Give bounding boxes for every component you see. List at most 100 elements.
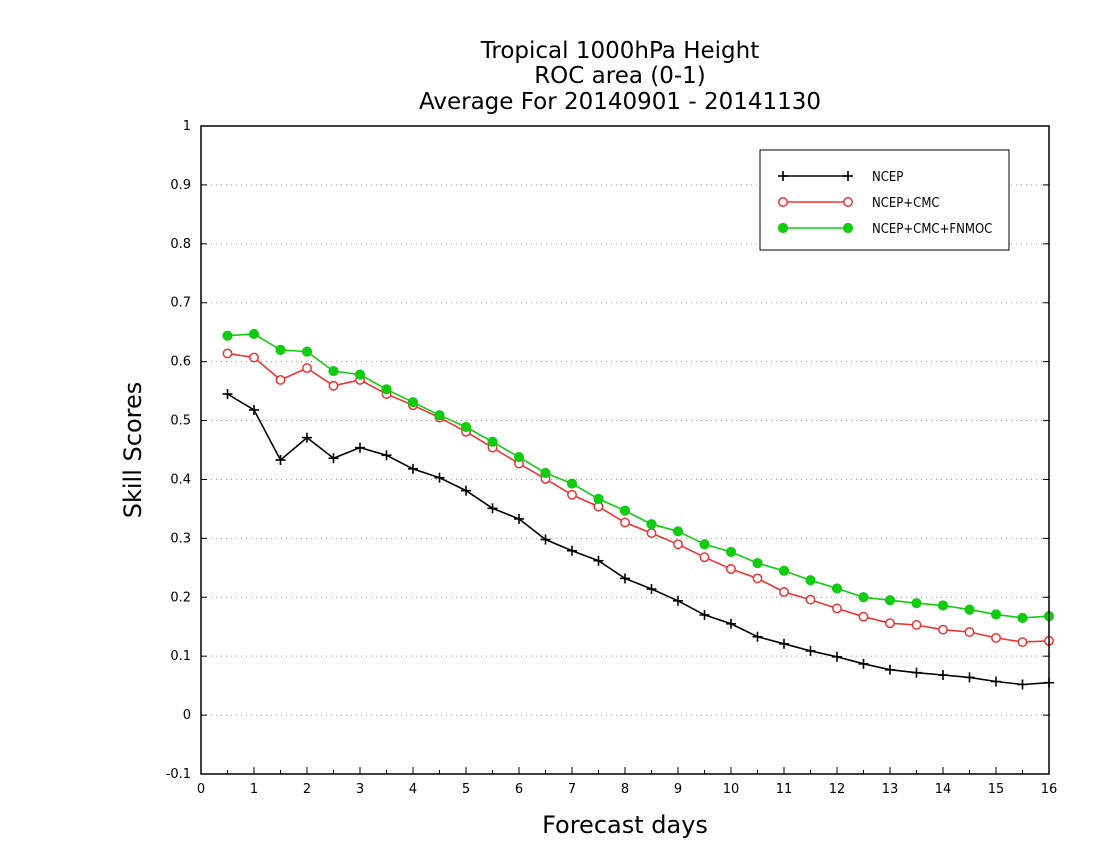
data-point-ncep [593,555,604,566]
data-point-ncep [487,503,498,514]
data-point-ncep-cmc [991,632,1001,643]
data-point-ncep-cmc-fnmoc [222,330,233,341]
y-tick-label: 0.8 [170,237,191,252]
x-tick-label: 5 [462,782,470,797]
y-tick-label: 1 [183,119,191,134]
data-point-ncep-cmc [302,363,312,374]
y-tick-label: 0 [183,708,191,723]
legend-label: NCEP [872,170,903,185]
data-point-ncep-cmc [938,624,948,635]
data-point-ncep-cmc [646,528,657,539]
data-point-ncep-cmc-fnmoc [699,539,710,550]
data-point-ncep-cmc-fnmoc [911,598,922,609]
legend-entry-ncep-cmc-fnmoc: NCEP+CMC+FNMOC [777,222,992,237]
data-point-ncep-cmc-fnmoc [487,436,498,447]
data-series [222,328,1055,690]
data-point-ncep [911,667,922,678]
x-axis-label: Forecast days [542,811,708,839]
y-tick-label: 0.6 [170,355,191,370]
x-tick-label: 8 [621,782,629,797]
data-point-ncep [752,631,763,642]
data-point-ncep [964,672,975,683]
x-tick-label: 14 [935,782,952,797]
data-point-ncep [832,651,842,662]
data-point-ncep [726,618,736,629]
data-point-ncep [805,645,816,656]
data-point-ncep-cmc-fnmoc [725,546,737,558]
data-point-ncep-cmc [1017,637,1028,647]
x-tick-label: 15 [988,782,1005,797]
legend-label: NCEP+CMC [872,196,940,211]
x-tick-label: 1 [250,782,258,797]
data-point-ncep-cmc [752,573,763,584]
legend: NCEP NCEP+CMC NCEP+CMC+FNMOC [759,149,1010,251]
x-tick-label: 0 [197,782,205,797]
data-point-ncep-cmc [858,611,869,622]
chart-title-line-2: ROC area (0-1) [534,63,706,89]
data-point-ncep-cmc-fnmoc [805,575,816,586]
data-point-ncep-cmc-fnmoc [275,344,286,355]
data-point-ncep [355,442,365,453]
data-point-ncep-cmc-fnmoc [513,451,525,463]
y-tick-label: 0.4 [170,472,191,487]
plot-frame [200,125,1050,775]
y-tick-label: 0.2 [170,590,191,605]
data-point-ncep [779,638,789,649]
data-point-ncep-cmc-fnmoc [434,410,445,421]
legend-entry-ncep: NCEP [778,170,903,185]
legend-marker [777,222,789,234]
x-tick-label: 2 [303,782,311,797]
legend-label: NCEP+CMC+FNMOC [872,222,992,237]
data-point-ncep-cmc [275,374,286,385]
data-point-ncep-cmc-fnmoc [354,369,366,380]
x-tick-label: 16 [1041,782,1058,797]
legend-entry-ncep-cmc: NCEP+CMC [778,196,940,211]
series-ncep-cmc [222,348,1054,647]
data-point-ncep [408,463,418,474]
y-tick-label: 0.9 [170,178,191,193]
data-point-ncep [938,670,948,681]
x-tick-label: 11 [776,782,793,797]
data-point-ncep [699,609,710,620]
data-point-ncep-cmc-fnmoc [672,526,684,537]
data-point-ncep-cmc [911,620,922,630]
data-point-ncep-cmc-fnmoc [937,600,949,611]
data-point-ncep [381,450,392,461]
y-tick-label: -0.1 [166,767,191,782]
data-point-ncep-cmc-fnmoc [407,397,419,408]
data-point-ncep [249,404,259,415]
data-point-ncep-cmc-fnmoc [778,565,790,576]
x-tick-label: 3 [356,782,364,797]
data-point-ncep-cmc [779,587,789,597]
series-ncep-cmc-fnmoc [222,328,1055,623]
data-point-ncep [222,389,233,400]
data-point-ncep-cmc-fnmoc [381,384,392,395]
chart-title-line-3: Average For 20140901 - 20141130 [419,89,821,115]
x-tick-label: 10 [723,782,740,797]
x-tick-label: 9 [674,782,682,797]
data-point-ncep [540,534,551,545]
data-point-ncep [991,676,1001,687]
data-point-ncep [646,584,657,595]
data-point-ncep-cmc [885,618,895,629]
data-point-ncep [885,664,895,675]
data-point-ncep-cmc-fnmoc [884,595,896,606]
series-ncep [222,389,1054,690]
data-point-ncep-cmc-fnmoc [858,592,869,603]
y-axis-label: Skill Scores [119,382,147,519]
legend-marker [842,222,854,234]
data-point-ncep [461,485,471,496]
data-point-ncep-cmc-fnmoc [646,519,657,530]
data-point-ncep-cmc [567,489,577,500]
data-point-ncep-cmc-fnmoc [593,493,604,504]
data-point-ncep-cmc-fnmoc [566,478,578,489]
legend-marker [843,197,853,207]
data-point-ncep-cmc [328,380,339,391]
y-tick-label: 0.3 [170,531,191,546]
data-point-ncep-cmc-fnmoc [301,346,313,357]
data-point-ncep-cmc [832,603,842,614]
data-point-ncep-cmc [964,627,975,637]
data-point-ncep [434,472,445,483]
